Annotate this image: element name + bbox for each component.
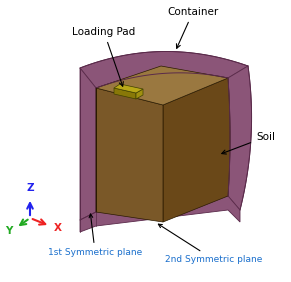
Polygon shape	[114, 88, 136, 99]
Polygon shape	[96, 88, 163, 222]
Text: 1st Symmetric plane: 1st Symmetric plane	[48, 214, 142, 257]
Text: Z: Z	[26, 183, 34, 193]
Polygon shape	[80, 52, 248, 88]
Polygon shape	[96, 66, 228, 105]
Polygon shape	[114, 84, 143, 93]
Text: 2nd Symmetric plane: 2nd Symmetric plane	[158, 224, 262, 264]
Polygon shape	[80, 68, 96, 220]
Text: Soil: Soil	[222, 132, 275, 154]
Polygon shape	[228, 66, 252, 210]
Polygon shape	[136, 89, 143, 99]
Text: Y: Y	[6, 226, 13, 236]
Polygon shape	[163, 78, 230, 222]
Polygon shape	[80, 196, 240, 232]
Text: X: X	[54, 223, 62, 233]
Text: Container: Container	[167, 7, 219, 48]
Text: Loading Pad: Loading Pad	[72, 27, 136, 86]
